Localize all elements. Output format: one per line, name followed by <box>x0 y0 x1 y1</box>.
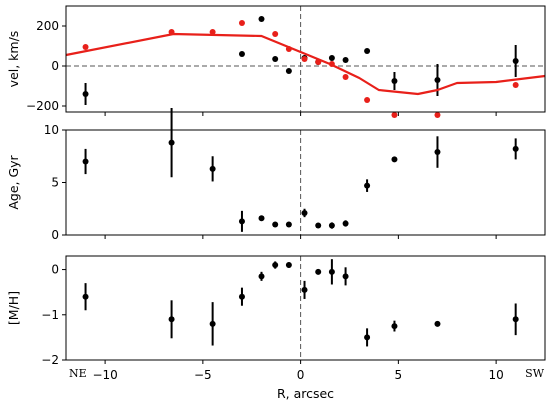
data-point <box>258 215 265 222</box>
data-point <box>364 182 371 189</box>
y-axis-label: [M/H] <box>6 291 21 325</box>
model-point <box>434 112 441 118</box>
data-point <box>82 91 89 97</box>
data-point <box>434 320 441 327</box>
data-point <box>238 218 245 225</box>
x-tick-label: −5 <box>194 368 212 382</box>
y-axis-label: vel, km/s <box>6 31 21 88</box>
model-point <box>342 74 349 80</box>
model-point <box>238 20 245 26</box>
axes-frame <box>65 5 546 113</box>
data-point <box>168 139 175 146</box>
x-tick-label: 10 <box>488 368 503 382</box>
y-tick-label: 0 <box>51 59 59 73</box>
side-label-ne: NE <box>69 367 87 380</box>
model-curve <box>65 32 546 96</box>
y-tick-label: 200 <box>36 19 59 33</box>
data-point <box>342 273 349 280</box>
model-point <box>512 82 519 88</box>
data-point <box>364 334 371 341</box>
data-point <box>272 262 279 269</box>
x-tick-label: 0 <box>297 368 305 382</box>
data-point <box>315 222 322 229</box>
y-tick-label: −200 <box>26 99 59 113</box>
data-point <box>512 316 519 323</box>
y-tick-label: −1 <box>41 308 59 322</box>
data-point <box>342 220 349 227</box>
data-point <box>512 145 519 152</box>
data-point <box>272 56 279 62</box>
data-point <box>82 158 89 165</box>
data-point <box>258 273 265 280</box>
data-point <box>364 48 371 54</box>
data-point <box>315 268 322 275</box>
x-tick-label: −10 <box>92 368 117 382</box>
axes-frame <box>65 129 546 236</box>
data-point <box>391 78 398 84</box>
data-point <box>328 222 335 229</box>
data-point <box>285 221 292 228</box>
data-point <box>328 268 335 275</box>
data-point <box>434 77 441 83</box>
data-point <box>301 209 308 216</box>
y-axis-label: Age, Gyr <box>6 154 21 209</box>
data-point <box>82 293 89 300</box>
model-point <box>209 29 216 35</box>
y-tick-label: 0 <box>51 228 59 242</box>
model-point <box>391 112 398 118</box>
model-point <box>82 44 89 50</box>
data-point <box>391 156 398 163</box>
model-point <box>301 56 308 62</box>
data-point <box>272 221 279 228</box>
data-point <box>434 149 441 156</box>
x-tick-label: 5 <box>395 368 403 382</box>
data-point <box>512 58 519 64</box>
data-point <box>168 316 175 323</box>
data-point <box>209 165 216 172</box>
model-point <box>272 31 279 37</box>
data-point <box>328 55 335 61</box>
data-point <box>238 51 245 57</box>
data-point <box>285 262 292 269</box>
y-tick-label: 0 <box>51 263 59 277</box>
y-tick-label: 5 <box>51 176 59 190</box>
data-point <box>301 286 308 293</box>
x-axis-label: R, arcsec <box>277 386 334 401</box>
axes-frame <box>65 255 546 361</box>
data-point <box>238 293 245 300</box>
data-point <box>285 68 292 74</box>
panel-1: −200 0 200 vel, km/s <box>6 5 546 118</box>
data-point <box>342 57 349 63</box>
side-label-sw: SW <box>525 367 545 380</box>
y-tick-label: −2 <box>41 353 59 367</box>
data-point <box>209 320 216 327</box>
model-point <box>364 97 371 103</box>
y-tick-label: 10 <box>44 123 59 137</box>
panel-2: 0 5 10 Age, Gyr <box>6 107 546 242</box>
data-point <box>391 323 398 330</box>
data-point <box>258 16 265 22</box>
